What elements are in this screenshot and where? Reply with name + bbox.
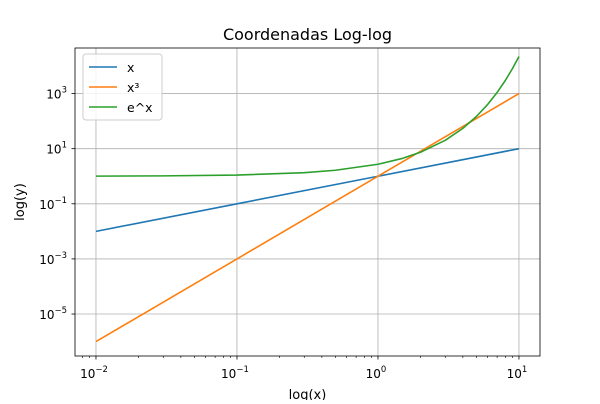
chart-title: Coordenadas Log-log [223, 25, 392, 44]
axis-ticks: 10−2 10−1 100 101 10−5 10−3 10−1 101 103 [39, 86, 527, 381]
y-tick-label: 10−3 [39, 251, 67, 267]
y-tick-label: 103 [46, 86, 67, 102]
x-axis-label: log(x) [289, 388, 327, 400]
legend-label-e^x: e^x [127, 100, 153, 115]
legend-box [82, 53, 163, 121]
x-tick-label: 101 [507, 365, 528, 381]
y-tick-label: 10−5 [39, 306, 67, 322]
legend-label-x: x [127, 60, 134, 75]
legend: x x³ e^x [82, 53, 163, 121]
plot-frame [74, 47, 541, 357]
x-tick-label: 10−1 [221, 365, 249, 381]
y-tick-label: 10−1 [39, 196, 67, 212]
grid [75, 48, 540, 356]
series-line-e^x [95, 56, 520, 177]
series-line-x³ [95, 92, 520, 343]
y-tick-label: 101 [46, 141, 67, 157]
series-lines [95, 56, 520, 343]
y-axis-label: log(y) [13, 183, 28, 221]
series-line-x [95, 147, 520, 233]
legend-label-x³: x³ [127, 80, 139, 95]
x-tick-label: 10−2 [80, 365, 108, 381]
x-tick-label: 100 [366, 365, 387, 381]
